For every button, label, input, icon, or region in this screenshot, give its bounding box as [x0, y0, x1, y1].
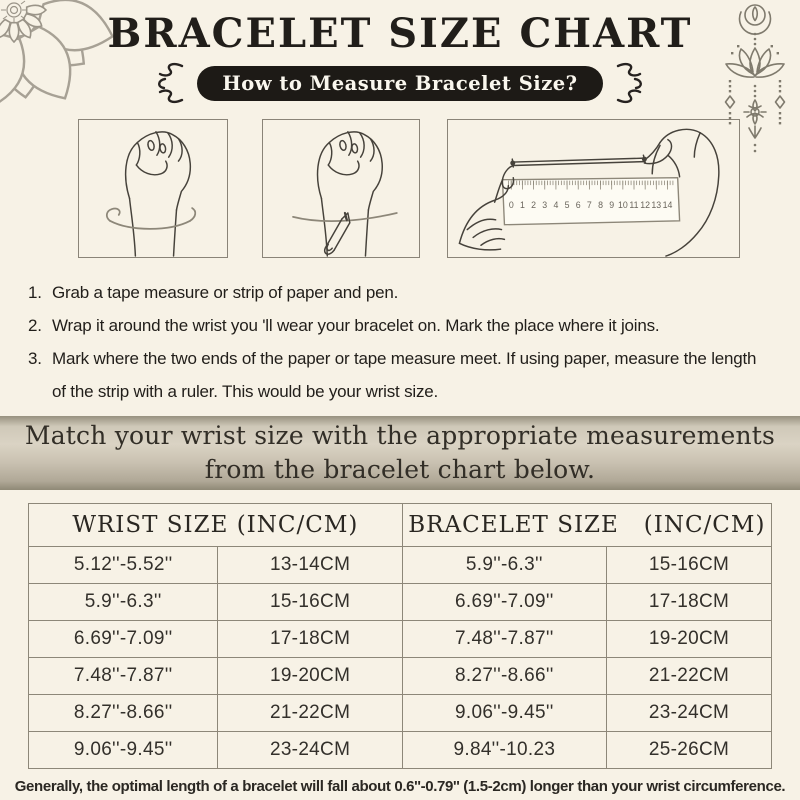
size-cell: 19-20CM — [217, 657, 403, 695]
size-cell: 6.69''-7.09'' — [401, 583, 608, 621]
svg-text:1: 1 — [520, 200, 525, 210]
size-chart-table: WRIST SIZE (INC/CM) BRACELET SIZE (INC/C… — [27, 503, 773, 769]
size-cell: 25-26CM — [606, 731, 772, 769]
svg-text:8: 8 — [598, 200, 603, 210]
wrap-wrist-illustration — [78, 119, 228, 258]
size-cell: 7.48''-7.87'' — [27, 657, 219, 695]
step-number: 2. — [28, 316, 42, 335]
svg-text:5: 5 — [565, 200, 570, 210]
svg-text:10: 10 — [618, 200, 628, 210]
size-cell: 9.84''-10.23 — [401, 731, 608, 769]
size-cell: 9.06''-9.45'' — [401, 694, 608, 732]
svg-text:12: 12 — [640, 200, 650, 210]
svg-text:2: 2 — [531, 200, 536, 210]
left-flourish-icon — [158, 62, 184, 104]
size-cell: 8.27''-8.66'' — [27, 694, 219, 732]
size-cell: 17-18CM — [217, 620, 403, 658]
bracelet-size-header: BRACELET SIZE (INC/CM) — [401, 503, 773, 547]
size-cell: 6.69''-7.09'' — [27, 620, 219, 658]
banner-line-2: from the bracelet chart below. — [204, 455, 596, 484]
table-header-row: WRIST SIZE (INC/CM) BRACELET SIZE (INC/C… — [28, 503, 773, 547]
size-cell: 21-22CM — [217, 694, 403, 732]
size-cell: 23-24CM — [217, 731, 403, 769]
size-cell: 15-16CM — [217, 583, 403, 621]
svg-text:9: 9 — [609, 200, 614, 210]
size-cell: 23-24CM — [606, 694, 772, 732]
page-title: BRACELET SIZE CHART — [107, 10, 693, 57]
step-2: 2. Wrap it around the wrist you 'll wear… — [28, 309, 772, 342]
table-row: 5.12''-5.52'' 13-14CM 5.9''-6.3'' 15-16CM — [27, 546, 772, 584]
measure-ruler-illustration: 0 1 2 3 4 5 6 7 8 9 10 11 12 13 14 — [447, 119, 740, 258]
step-number: 1. — [28, 283, 42, 302]
footnote: Generally, the optimal length of a brace… — [14, 778, 786, 795]
match-size-banner: Match your wrist size with the appropria… — [0, 416, 800, 490]
table-row: 7.48''-7.87'' 19-20CM 8.27''-8.66'' 21-22CM — [27, 657, 772, 695]
size-cell: 5.12''-5.52'' — [27, 546, 219, 584]
svg-text:14: 14 — [663, 200, 673, 210]
badge-row: How to Measure Bracelet Size? — [0, 62, 800, 104]
size-cell: 7.48''-7.87'' — [401, 620, 608, 658]
size-cell: 17-18CM — [606, 583, 772, 621]
svg-text:0: 0 — [509, 200, 514, 210]
step-1: 1. Grab a tape measure or strip of paper… — [28, 276, 772, 309]
svg-text:11: 11 — [629, 200, 638, 210]
banner-line-1: Match your wrist size with the appropria… — [24, 421, 776, 450]
size-cell: 5.9''-6.3'' — [27, 583, 219, 621]
step-number: 3. — [28, 349, 42, 368]
step-3: 3. Mark where the two ends of the paper … — [28, 342, 772, 408]
svg-text:6: 6 — [576, 200, 581, 210]
size-cell: 15-16CM — [606, 546, 772, 584]
step-text: Grab a tape measure or strip of paper an… — [52, 283, 399, 302]
size-table-body: 5.12''-5.52'' 13-14CM 5.9''-6.3'' 15-16CM 5.… — [27, 546, 772, 769]
svg-text:7: 7 — [587, 200, 592, 210]
mark-wrist-illustration — [262, 119, 420, 258]
svg-text:3: 3 — [542, 200, 547, 210]
svg-text:13: 13 — [651, 200, 661, 210]
illustration-row: 0 1 2 3 4 5 6 7 8 9 10 11 12 13 14 — [0, 119, 800, 258]
svg-text:4: 4 — [553, 200, 558, 210]
size-cell: 19-20CM — [606, 620, 772, 658]
table-row: 5.9''-6.3'' 15-16CM 6.69''-7.09'' 17-18CM — [27, 583, 772, 621]
instruction-steps: 1. Grab a tape measure or strip of paper… — [28, 276, 772, 408]
how-to-measure-badge: How to Measure Bracelet Size? — [197, 65, 603, 101]
size-cell: 8.27''-8.66'' — [401, 657, 608, 695]
table-row: 6.69''-7.09'' 17-18CM 7.48''-7.87'' 19-20CM — [27, 620, 772, 658]
table-row: 8.27''-8.66'' 21-22CM 9.06''-9.45'' 23-24CM — [27, 694, 772, 732]
size-cell: 21-22CM — [606, 657, 772, 695]
step-text: Wrap it around the wrist you 'll wear yo… — [52, 316, 660, 335]
size-cell: 9.06''-9.45'' — [27, 731, 219, 769]
wrist-size-header: WRIST SIZE (INC/CM) — [28, 503, 403, 547]
step-text: Mark where the two ends of the paper or … — [52, 349, 757, 401]
right-flourish-icon — [616, 62, 642, 104]
table-row: 9.06''-9.45'' 23-24CM 9.84''-10.23 25-26CM — [27, 731, 772, 769]
header: BRACELET SIZE CHART How to Measure Brace… — [0, 0, 800, 104]
size-cell: 5.9''-6.3'' — [401, 546, 608, 584]
size-cell: 13-14CM — [217, 546, 403, 584]
